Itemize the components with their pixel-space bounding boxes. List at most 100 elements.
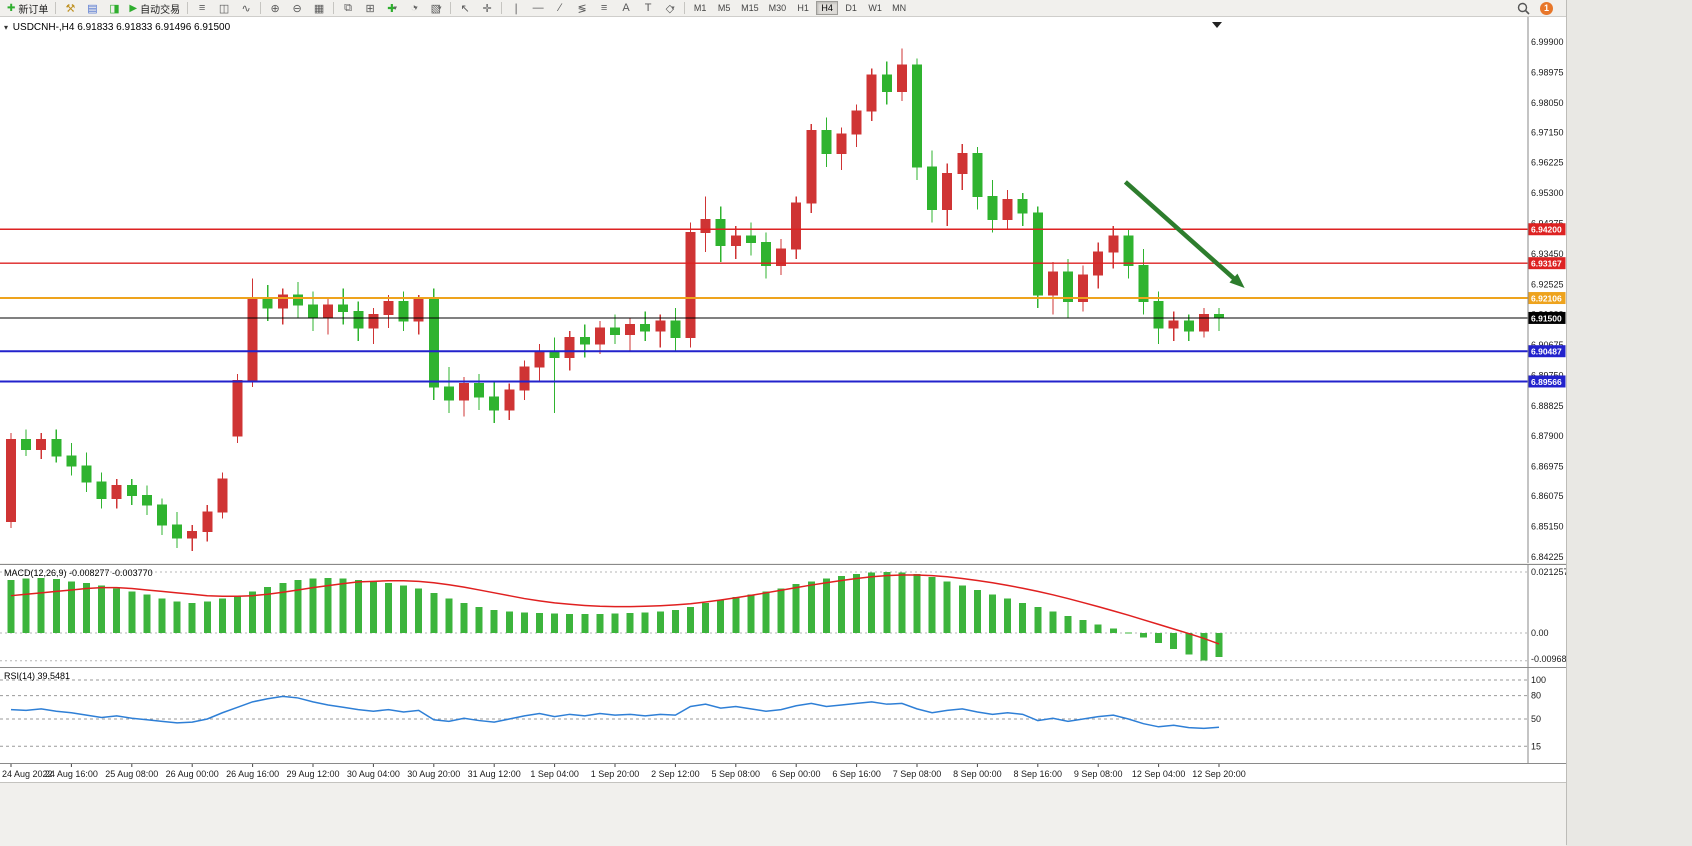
candle [96, 481, 107, 500]
timeframe-m5-button[interactable]: M5 [713, 1, 735, 15]
candle [66, 455, 77, 467]
macd-indicator-panel[interactable]: 0.021257 0.00 -0.009683 MACD(12,26,9) -0.0… [0, 564, 1566, 667]
candle [443, 386, 454, 401]
alerts-icon[interactable]: ◨ [103, 1, 125, 16]
horizontal-level-lines: 6.94200 6.93167 6.92106 6.91500 6.90487 6.895… [0, 223, 1566, 388]
timeframe-d1-button[interactable]: D1 [840, 1, 862, 15]
candle [338, 304, 349, 312]
indicators-icon[interactable]: ✚ ▾ [381, 1, 403, 16]
zoom-out-icon[interactable]: ⊖ [286, 1, 308, 16]
candle [972, 153, 983, 197]
new-order-button[interactable]: ✚ 新订单 [3, 1, 52, 16]
rsi-indicator-panel[interactable]: 100 80 50 15 RSI(14) 39.5481 [0, 667, 1566, 763]
svg-text:24 Aug 2022: 24 Aug 2022 [2, 769, 53, 779]
candle [519, 366, 530, 391]
candle [866, 74, 877, 112]
price-badge [1528, 345, 1566, 358]
svg-text:6.92106: 6.92106 [1531, 294, 1562, 304]
vertical-line-icon[interactable]: ∣ [505, 1, 527, 16]
autotrade-button[interactable]: ▶ 自动交易 [125, 1, 184, 16]
timeframe-m15-button[interactable]: M15 [737, 1, 763, 15]
candles [6, 48, 1224, 552]
svg-text:26 Aug 16:00: 26 Aug 16:00 [226, 769, 279, 779]
price-chart-panel[interactable]: 6.99900 6.98975 6.98050 6.97150 6.96225 6.953… [0, 17, 1566, 563]
svg-text:30 Aug 04:00: 30 Aug 04:00 [347, 769, 400, 779]
new-order-icon: ✚ [7, 2, 16, 14]
cascade-windows-icon[interactable]: ⧉ [337, 1, 359, 16]
crosshair-icon[interactable]: ✛ [476, 1, 498, 16]
svg-text:-0.009683: -0.009683 [1531, 654, 1566, 664]
price-chart[interactable]: 6.99900 6.98975 6.98050 6.97150 6.96225 6.953… [0, 17, 1566, 563]
profiles-icon[interactable]: ▤ [81, 1, 103, 16]
shapes-icon[interactable]: ◇ ▾ [659, 1, 681, 16]
rsi-chart[interactable]: 100 80 50 15 [0, 668, 1566, 763]
timeframe-m1-button[interactable]: M1 [689, 1, 711, 15]
text-label-icon[interactable]: T [637, 1, 659, 16]
candle [1078, 274, 1089, 303]
candle [625, 324, 636, 335]
chevron-down-icon: ▾ [393, 5, 397, 12]
scroll-to-end-marker [1212, 22, 1222, 28]
tile-windows-icon[interactable]: ▦ [308, 1, 330, 16]
candle [232, 379, 243, 437]
candle [428, 297, 439, 388]
candle [172, 524, 183, 539]
svg-text:9 Sep 08:00: 9 Sep 08:00 [1074, 769, 1123, 779]
svg-text:8 Sep 00:00: 8 Sep 00:00 [953, 769, 1002, 779]
zoom-in-icon[interactable]: ⊕ [264, 1, 286, 16]
search-icon[interactable] [1517, 2, 1530, 15]
periods-icon[interactable]: ◔ ▾ [403, 1, 425, 16]
svg-text:6.97150: 6.97150 [1531, 127, 1564, 137]
svg-text:6.90675: 6.90675 [1531, 340, 1564, 350]
styler-icon[interactable]: ⚒ [59, 1, 81, 16]
candle [670, 320, 681, 339]
chevron-down-icon: ▾ [671, 5, 675, 12]
templates-icon[interactable]: ▧ ▾ [425, 1, 447, 16]
fibonacci-icon[interactable]: ≶ [571, 1, 593, 16]
candle [776, 248, 787, 266]
svg-text:8 Sep 16:00: 8 Sep 16:00 [1014, 769, 1063, 779]
rsi-line [10, 695, 1220, 730]
line-chart-icon[interactable]: ∿ [235, 1, 257, 16]
timeframe-mn-button[interactable]: MN [888, 1, 910, 15]
svg-text:100: 100 [1531, 675, 1546, 685]
candle [247, 297, 258, 381]
parallel-lines-icon[interactable]: ≡ [593, 1, 615, 16]
time-axis[interactable]: 24 Aug 2022 24 Aug 16:00 25 Aug 08:00 26 Au… [0, 763, 1566, 782]
chart-title: ▾ USDCNH-,H4 6.91833 6.91833 6.91496 6.9… [4, 22, 230, 33]
timeframe-w1-button[interactable]: W1 [864, 1, 886, 15]
horizontal-line-icon[interactable]: ― [527, 1, 549, 16]
bar-chart-icon[interactable]: ≡ [191, 1, 213, 16]
chart-collapse-icon[interactable]: ▾ [4, 23, 9, 32]
trendline-icon[interactable]: ∕ [549, 1, 571, 16]
candle [912, 64, 922, 168]
candle [217, 478, 228, 513]
macd-chart[interactable]: 0.021257 0.00 -0.009683 [0, 565, 1566, 667]
new-chart-icon[interactable]: ⊞ [359, 1, 381, 16]
candle [6, 438, 16, 523]
timeframe-h1-button[interactable]: H1 [792, 1, 814, 15]
candlestick-chart-icon[interactable]: ◫ [213, 1, 235, 16]
candle [1138, 264, 1149, 303]
price-badge [1528, 292, 1566, 305]
autotrade-play-icon: ▶ [129, 2, 138, 14]
candle [353, 310, 364, 329]
svg-text:26 Aug 00:00: 26 Aug 00:00 [166, 769, 219, 779]
svg-text:6.86975: 6.86975 [1531, 462, 1564, 472]
svg-text:12 Sep 20:00: 12 Sep 20:00 [1192, 769, 1246, 779]
candle [594, 327, 605, 345]
text-tool-icon[interactable]: A [615, 1, 637, 16]
candle [187, 530, 198, 539]
notification-badge[interactable]: 1 [1540, 1, 1553, 15]
cursor-icon[interactable]: ↖ [454, 1, 476, 16]
candle [836, 133, 847, 155]
candle [791, 202, 802, 250]
timeframe-h4-button[interactable]: H4 [816, 1, 839, 15]
svg-text:7 Sep 08:00: 7 Sep 08:00 [893, 769, 942, 779]
timeframe-m30-button[interactable]: M30 [765, 1, 791, 15]
svg-text:1 Sep 20:00: 1 Sep 20:00 [591, 769, 640, 779]
svg-text:12 Sep 04:00: 12 Sep 04:00 [1132, 769, 1186, 779]
candle [806, 130, 817, 204]
candle [262, 297, 273, 309]
svg-text:25 Aug 08:00: 25 Aug 08:00 [105, 769, 158, 779]
